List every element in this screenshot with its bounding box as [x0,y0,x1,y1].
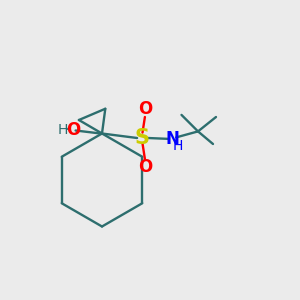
Text: H: H [173,140,183,153]
Text: N: N [166,130,179,148]
Text: H: H [57,124,68,137]
Text: ·: · [64,121,70,140]
Text: O: O [66,122,81,140]
Text: S: S [135,128,150,148]
Text: O: O [138,100,152,118]
Text: O: O [138,158,152,176]
